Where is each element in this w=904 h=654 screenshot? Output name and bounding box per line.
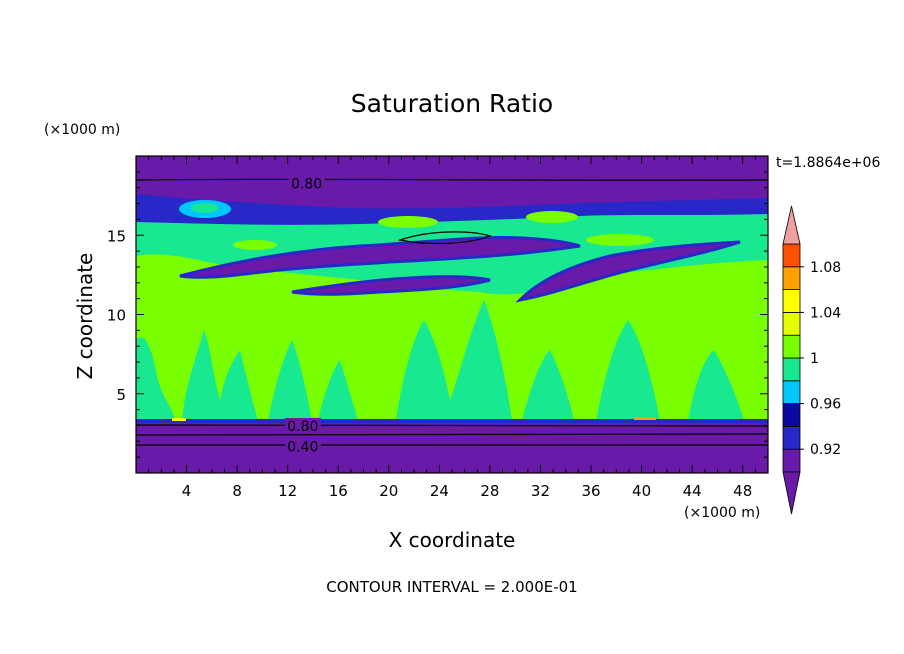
convective-tower-1 (136, 337, 176, 420)
colorbar-segment (782, 357, 801, 382)
contour-line-core (397, 231, 492, 245)
colorbar-tick-label: 1.08 (810, 260, 841, 276)
contour-line-low-1 (136, 424, 768, 427)
colorbar-segment (782, 425, 801, 450)
colorbar-segment (782, 266, 801, 290)
low-dry-layer (136, 422, 768, 473)
upper-blue-band (136, 194, 768, 225)
upper-green-patch (191, 203, 219, 213)
colorbar-segment (782, 243, 801, 268)
y-axis: 5 10 15 (107, 171, 768, 458)
x-tick-label: 32 (531, 482, 550, 500)
contour-line-upper (136, 178, 768, 181)
colorbar-tick-label: 0.92 (810, 442, 841, 458)
upper-lime-patch-3 (526, 211, 578, 223)
contour-line-low-3 (136, 444, 768, 446)
x-unit-label: (×1000 m) (684, 505, 760, 521)
colorbar-tick-label: 0.96 (810, 397, 841, 413)
dry-filament-3 (515, 240, 741, 303)
contour-label-bg (284, 438, 321, 454)
x-tick-label: 20 (379, 482, 398, 500)
colorbar-tick-label: 1 (810, 351, 819, 367)
x-tick-label: 12 (278, 482, 297, 500)
x-tick-label: 36 (581, 482, 600, 500)
colorbar-segment (782, 403, 801, 427)
chart-title: Saturation Ratio (351, 89, 553, 118)
colorbar-segment (782, 289, 801, 313)
colorbar-under-arrow (782, 471, 801, 515)
upper-lime-patch-1 (233, 240, 277, 250)
x-axis: 4 8 12 16 20 24 28 32 36 40 44 48 (148, 156, 756, 500)
field-plot (136, 156, 768, 473)
convective-tower-4 (318, 360, 358, 420)
colorbar-tick-label: 1.04 (810, 305, 841, 321)
colorbar-segment (782, 380, 801, 404)
y-tick-label: 10 (107, 307, 126, 325)
x-tick-label: 28 (480, 482, 499, 500)
x-tick-label: 4 (182, 482, 192, 500)
upper-lime-patch-4 (586, 234, 654, 246)
dry-filament-2 (291, 275, 491, 296)
contour-labels: 0.80 0.80 0.40 (284, 175, 325, 456)
hot-spot-1 (172, 418, 186, 421)
colorbar: 0.92 0.96 1 1.04 1.08 (782, 205, 841, 515)
contour-label: 0.80 (287, 419, 318, 435)
convective-tower-7 (596, 320, 660, 420)
convective-tower-3 (268, 340, 312, 420)
colorbar-segment (782, 448, 801, 473)
upper-lime-patch-2 (378, 216, 438, 228)
convective-tower-2 (182, 330, 258, 420)
contour-label: 0.40 (287, 440, 318, 456)
contour-label: 0.80 (291, 177, 322, 193)
x-tick-label: 16 (329, 482, 348, 500)
convective-tower-8 (688, 350, 744, 420)
y-tick-label: 15 (107, 227, 126, 245)
time-label: t=1.8864e+06 (776, 155, 880, 171)
x-axis-title: X coordinate (389, 528, 516, 552)
y-unit-label: (×1000 m) (44, 122, 120, 138)
contour-interval-label: CONTOUR INTERVAL = 2.000E-01 (326, 578, 577, 596)
x-tick-label: 24 (430, 482, 449, 500)
colorbar-segment (782, 334, 801, 359)
y-tick-label: 5 (116, 386, 126, 404)
hot-spot-2 (634, 417, 656, 420)
x-tick-label: 40 (632, 482, 651, 500)
convective-tower-6 (522, 350, 574, 420)
x-tick-label: 8 (232, 482, 242, 500)
x-tick-label: 48 (733, 482, 752, 500)
y-axis-title: Z coordinate (73, 253, 97, 380)
x-tick-label: 44 (683, 482, 702, 500)
contour-label-bg (284, 418, 321, 434)
low-blue-strip (136, 419, 768, 423)
contour-label-bg (288, 175, 325, 191)
colorbar-segment (782, 311, 801, 336)
colorbar-over-arrow (782, 205, 801, 245)
convective-tower-5 (396, 300, 512, 420)
contour-line-low-2 (136, 433, 768, 436)
dry-filament-1 (179, 235, 581, 279)
